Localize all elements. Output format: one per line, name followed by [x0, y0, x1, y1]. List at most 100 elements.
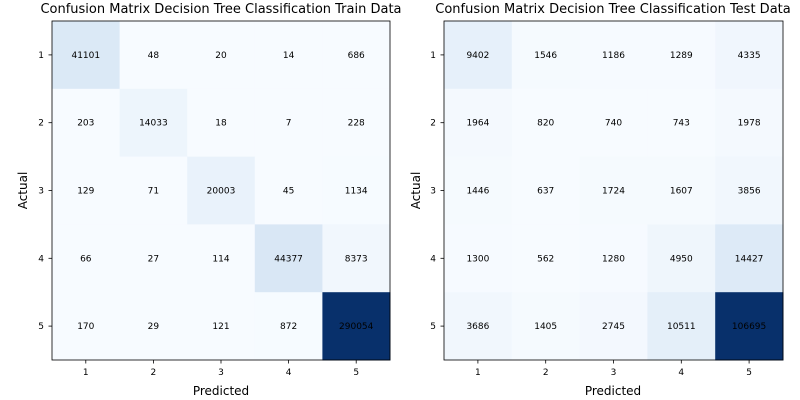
plot-frame: [443, 20, 784, 361]
cell-value-label: 8373: [345, 254, 368, 264]
x-tick-label: 5: [746, 368, 752, 378]
heatmap-cell: [647, 88, 716, 158]
heatmap-cell: [52, 292, 121, 361]
heatmap-cell: [715, 21, 784, 90]
cell-value-label: 10511: [667, 322, 696, 332]
y-axis-label: Actual: [409, 172, 423, 210]
y-tick-label: 5: [38, 322, 44, 332]
cell-value-label: 48: [148, 51, 160, 61]
cell-value-label: 9402: [466, 51, 489, 61]
cell-value-label: 1607: [670, 187, 693, 197]
heatmap-cell: [254, 224, 323, 293]
y-tick-label: 3: [38, 187, 44, 197]
cell-value-label: 41101: [71, 51, 100, 61]
cell-value-label: 4335: [738, 51, 761, 61]
cell-value-label: 1546: [534, 51, 557, 61]
heatmap-cell: [715, 88, 784, 158]
cell-value-label: 743: [673, 119, 690, 129]
heatmap-cell: [187, 21, 256, 90]
heatmap-cell: [52, 156, 121, 225]
x-axis-ticks: 1 2 3 4 5: [83, 360, 359, 378]
y-axis-ticks: 1 2 3 4 5: [430, 51, 444, 332]
plot-frame: [51, 20, 391, 361]
heatmap-cell: [187, 156, 256, 225]
heatmap-cell: [119, 292, 188, 361]
heatmap-cell: [647, 156, 716, 225]
cell-value-label: 1134: [345, 187, 368, 197]
cell-value-label: 1300: [466, 254, 489, 264]
heatmap-cell: [187, 292, 256, 361]
cell-value-label: 3686: [466, 322, 489, 332]
cell-value-label: 290054: [339, 322, 374, 332]
x-tick-label: 2: [543, 368, 549, 378]
heatmap-cell: [579, 292, 648, 361]
heatmap-cell: [579, 88, 648, 158]
cell-value-label: 1446: [466, 187, 489, 197]
cell-value-label: 228: [348, 119, 365, 129]
heatmap-cell: [52, 224, 121, 293]
cell-value-label: 637: [537, 187, 554, 197]
heatmap-cells: 9402 1546 1186 1289 4335 1964 820 740 743 1978 144…: [444, 21, 784, 361]
heatmap-cell: [254, 21, 323, 90]
cell-value-label: 7: [286, 119, 292, 129]
cell-value-label: 562: [537, 254, 554, 264]
heatmap-cell: [254, 88, 323, 158]
heatmap-cell: [187, 88, 256, 158]
y-tick-label: 4: [430, 254, 436, 264]
y-tick-label: 4: [38, 254, 44, 264]
heatmap-cell: [322, 224, 391, 293]
heatmap-cell: [322, 88, 391, 158]
heatmap-cell: [322, 292, 391, 361]
heatmap-cell: [511, 156, 581, 225]
cell-value-label: 45: [283, 187, 294, 197]
cell-value-label: 71: [148, 187, 159, 197]
cell-value-label: 18: [215, 119, 227, 129]
heatmap-cell: [579, 156, 648, 225]
cell-value-label: 740: [605, 119, 622, 129]
cell-value-label: 203: [77, 119, 94, 129]
y-tick-label: 5: [430, 322, 436, 332]
cell-value-label: 66: [80, 254, 92, 264]
x-axis-label: Predicted: [193, 384, 249, 398]
x-tick-label: 3: [611, 368, 617, 378]
x-tick-label: 1: [83, 368, 89, 378]
y-tick-label: 1: [38, 51, 44, 61]
cell-value-label: 1186: [602, 51, 625, 61]
heatmap-cell: [444, 224, 513, 293]
cell-value-label: 1280: [602, 254, 625, 264]
y-tick-label: 1: [430, 51, 436, 61]
heatmap-cell: [715, 156, 784, 225]
y-tick-label: 2: [38, 119, 44, 129]
cell-value-label: 29: [148, 322, 160, 332]
heatmap-cell: [715, 224, 784, 293]
cell-value-label: 44377: [274, 254, 303, 264]
train-confusion-matrix: Confusion Matrix Decision Tree Classific…: [16, 2, 402, 398]
cell-value-label: 20003: [207, 187, 236, 197]
y-axis-ticks: 1 2 3 4 5: [38, 51, 52, 332]
heatmap-cell: [647, 224, 716, 293]
x-axis-ticks: 1 2 3 4 5: [475, 360, 752, 378]
heatmap-cell: [119, 224, 188, 293]
heatmap-cell: [647, 21, 716, 90]
x-tick-label: 3: [218, 368, 224, 378]
cell-value-label: 1978: [738, 119, 761, 129]
heatmap-cell: [119, 88, 188, 158]
cell-value-label: 872: [280, 322, 297, 332]
cell-value-label: 686: [348, 51, 365, 61]
cell-value-label: 14427: [735, 254, 764, 264]
heatmap-cell: [579, 224, 648, 293]
heatmap-cell: [444, 292, 513, 361]
heatmap-cell: [444, 21, 513, 90]
y-tick-label: 3: [430, 187, 436, 197]
cell-value-label: 4950: [670, 254, 693, 264]
cell-value-label: 106695: [732, 322, 766, 332]
heatmap-cell: [119, 21, 188, 90]
x-axis-label: Predicted: [585, 384, 641, 398]
cell-value-label: 1405: [534, 322, 557, 332]
cell-value-label: 1964: [466, 119, 489, 129]
cell-value-label: 129: [77, 187, 94, 197]
test-confusion-matrix: Confusion Matrix Decision Tree Classific…: [409, 2, 791, 398]
cell-value-label: 121: [212, 322, 229, 332]
heatmap-cell: [187, 224, 256, 293]
